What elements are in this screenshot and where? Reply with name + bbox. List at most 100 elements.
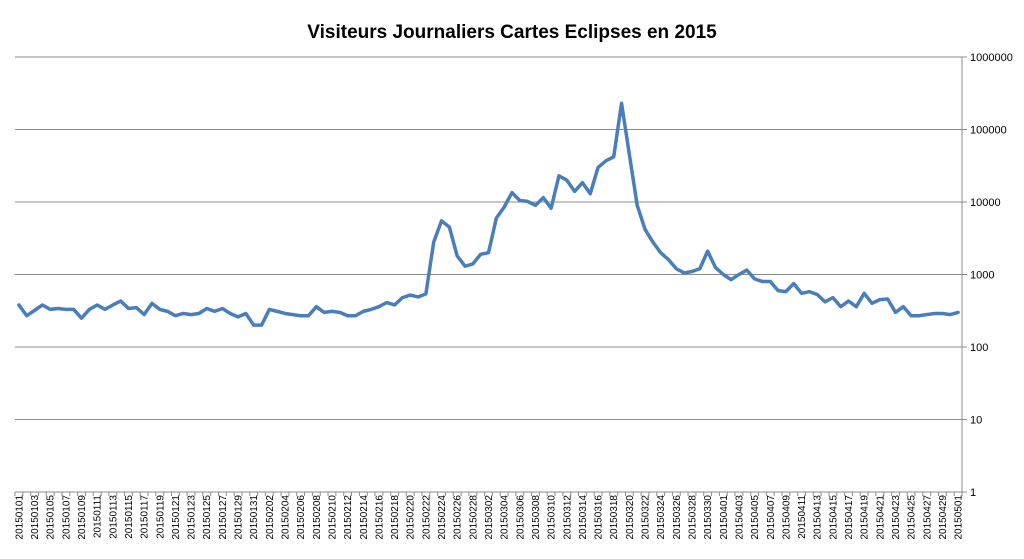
data-point [824,301,826,303]
y-tick-label: 100 [970,342,988,354]
data-point [80,317,82,319]
data-point [299,315,301,317]
x-tick-label: 20150413 [813,495,824,540]
x-tick-label: 20150218 [390,495,401,540]
x-tick-label: 20150111 [93,495,104,538]
data-point [417,296,419,298]
x-tick-label: 20150501 [954,495,965,540]
x-tick-label: 20150202 [265,495,276,540]
data-point [307,315,309,317]
x-tick-label: 20150228 [468,495,479,540]
x-tick-label: 20150324 [656,495,667,540]
data-point [206,307,208,309]
data-point [119,300,121,302]
x-tick-label: 20150326 [672,495,683,540]
data-point [699,268,701,270]
data-point [221,307,223,309]
x-tick-label: 20150212 [343,495,354,540]
x-tick-label: 20150224 [437,495,448,540]
data-point [456,255,458,257]
x-tick-label: 20150107 [61,495,72,540]
data-point [777,289,779,291]
data-point [49,308,51,310]
data-point [354,315,356,317]
x-tick-label: 20150206 [296,495,307,540]
data-point [331,310,333,312]
x-tick-label: 20150109 [77,495,88,540]
data-point [323,311,325,313]
y-tick-label: 10 [970,415,982,427]
y-tick-label: 10000 [970,197,1001,209]
data-point [816,293,818,295]
data-point [448,226,450,228]
x-tick-label: 20150403 [734,495,745,540]
data-point [847,300,849,302]
data-point [151,302,153,304]
data-point [949,313,951,315]
data-point [41,304,43,306]
data-point [628,153,630,155]
data-point [566,179,568,181]
data-point [675,268,677,270]
data-point [292,313,294,315]
data-point [245,312,247,314]
data-point [800,292,802,294]
y-axis-tick-labels: 1 10 100 1000 10000 100000 1000000 [970,52,1013,499]
data-point [401,296,403,298]
data-point [652,241,654,243]
data-point [738,273,740,275]
data-point [589,193,591,195]
chart-title: Visiteurs Journaliers Cartes Eclipses en… [307,22,717,43]
data-point [902,305,904,307]
series-layer [17,101,960,327]
data-point [464,265,466,267]
data-point [495,217,497,219]
x-tick-label: 20150226 [453,495,464,540]
x-tick-label: 20150314 [578,495,589,540]
data-point [198,312,200,314]
data-point [573,190,575,192]
data-point [479,253,481,255]
x-tick-label: 20150419 [860,495,871,540]
x-tick-label: 20150411 [797,495,808,539]
data-point [26,315,28,317]
data-point [112,304,114,306]
data-point [284,312,286,314]
data-point [667,259,669,261]
data-point [808,290,810,292]
data-point [855,305,857,307]
y-tick-label: 1 [970,487,976,499]
x-tick-label: 20150101 [14,495,25,540]
x-tick-label: 20150322 [641,495,652,540]
x-tick-label: 20150204 [281,495,292,540]
data-point [613,156,615,158]
x-tick-label: 20150121 [171,495,182,540]
x-tick-label: 20150427 [922,495,933,540]
data-point [706,250,708,252]
data-point [276,310,278,312]
data-point [182,312,184,314]
x-tick-label: 20150421 [875,495,886,540]
data-point [440,220,442,222]
data-point [644,228,646,230]
data-point [550,207,552,209]
data-point [597,166,599,168]
x-tick-label: 20150330 [703,495,714,540]
x-tick-label: 20150113 [108,495,119,539]
data-point [785,290,787,292]
x-tick-label: 20150127 [218,495,229,540]
x-tick-label: 20150409 [781,495,792,540]
data-point [620,102,622,104]
data-point [926,313,928,315]
data-point [910,315,912,317]
data-point [268,308,270,310]
data-point [393,304,395,306]
data-point [746,269,748,271]
data-point [605,160,607,162]
x-tick-label: 20150304 [500,495,511,540]
x-tick-label: 20150214 [359,495,370,540]
data-point [260,324,262,326]
x-axis-tick-labels: 20150101 20150103 20150105 20150107 20150109… [14,495,964,540]
data-point [237,316,239,318]
